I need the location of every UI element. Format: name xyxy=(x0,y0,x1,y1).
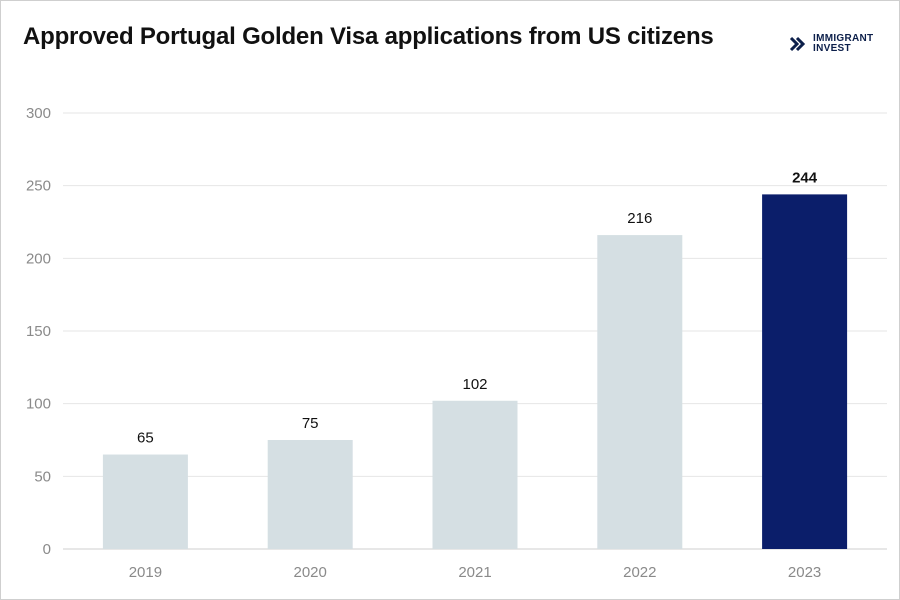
y-tick-label: 0 xyxy=(43,541,51,558)
x-tick-label: 2019 xyxy=(129,564,162,581)
x-tick-label: 2020 xyxy=(294,564,327,581)
x-tick-label: 2022 xyxy=(623,564,656,581)
bar-value-label: 102 xyxy=(462,376,487,393)
immigrant-invest-logo-icon xyxy=(789,36,806,52)
bar xyxy=(267,440,353,549)
y-tick-label: 250 xyxy=(26,178,51,195)
y-tick-label: 100 xyxy=(26,396,51,413)
bar xyxy=(432,400,518,549)
bar-value-label: 65 xyxy=(137,430,154,447)
bar xyxy=(102,454,188,549)
logo-line-1: IMMIGRANT xyxy=(813,33,874,44)
y-tick-label: 50 xyxy=(34,468,51,485)
y-tick-label: 200 xyxy=(26,250,51,267)
y-tick-label: 300 xyxy=(26,105,51,122)
y-tick-label: 150 xyxy=(26,323,51,340)
x-tick-label: 2023 xyxy=(788,564,821,581)
brand-logo: IMMIGRANT INVEST xyxy=(789,34,873,54)
chart-title: Approved Portugal Golden Visa applicatio… xyxy=(23,23,714,50)
bar xyxy=(597,235,683,549)
bar-value-label: 244 xyxy=(792,169,818,186)
bar xyxy=(762,194,848,550)
logo-line-2: INVEST xyxy=(813,43,851,54)
bar-value-label: 75 xyxy=(302,415,319,432)
bar-value-label: 216 xyxy=(627,210,652,227)
x-tick-label: 2021 xyxy=(458,564,491,581)
